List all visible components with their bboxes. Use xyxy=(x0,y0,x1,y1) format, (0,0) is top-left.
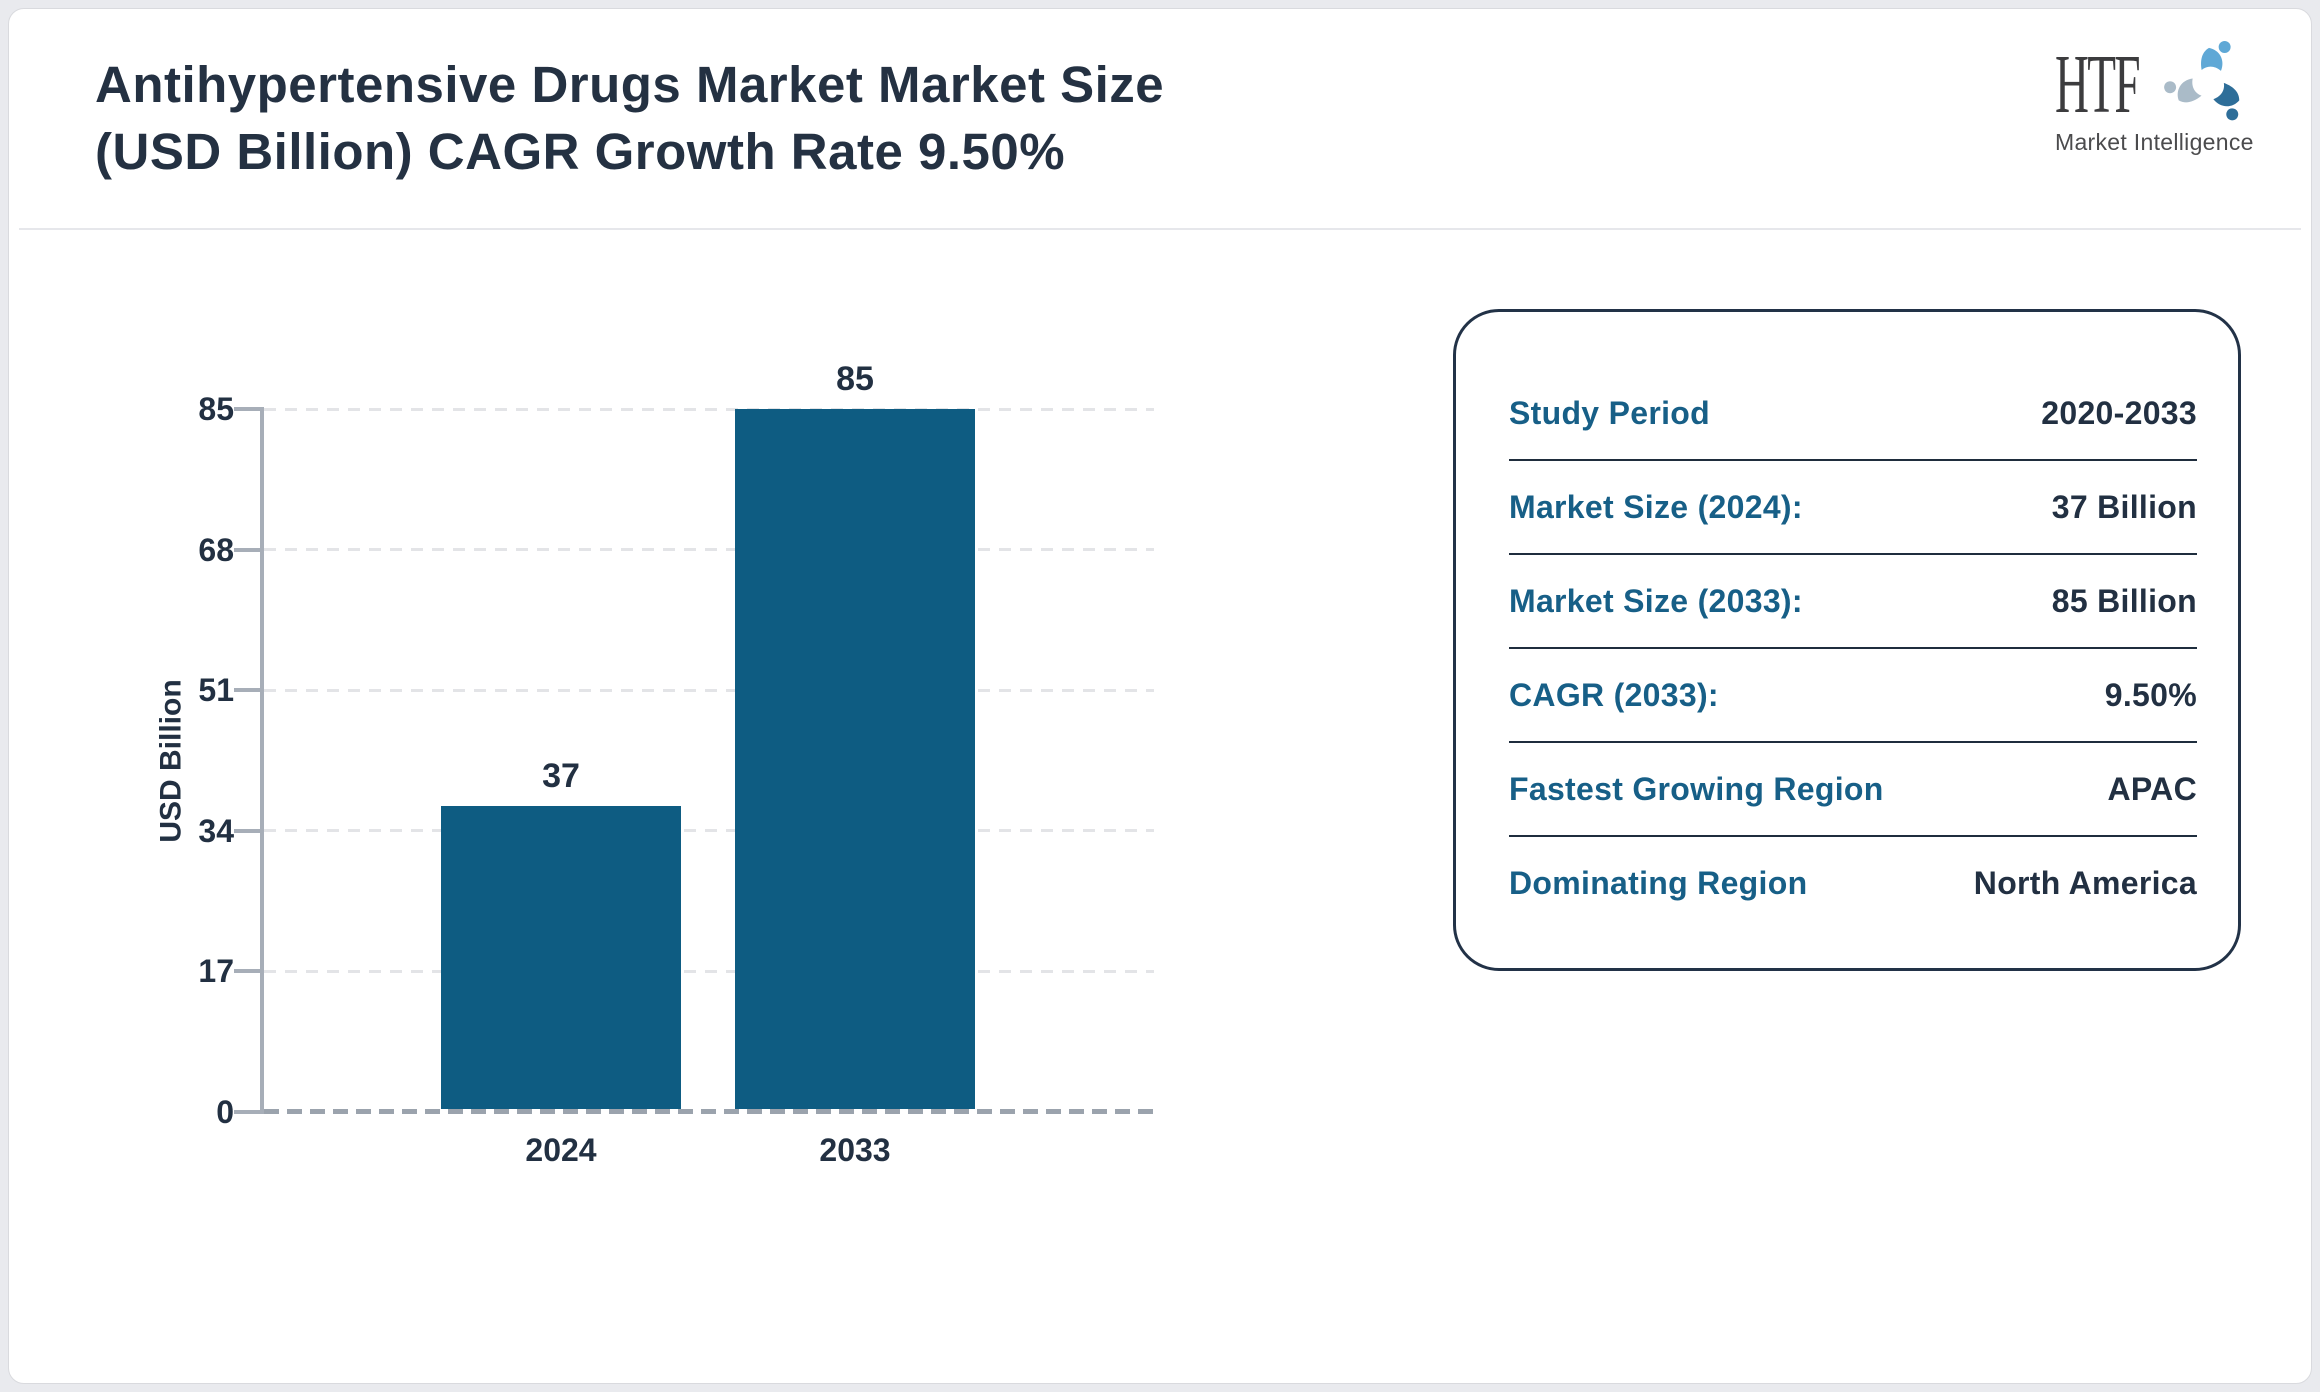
x-tick-label: 2024 xyxy=(525,1132,597,1168)
y-tick-mark xyxy=(234,1110,261,1114)
x-axis-baseline xyxy=(264,1109,1154,1114)
bar-2024 xyxy=(441,806,681,1112)
logo-swirl-icon xyxy=(2163,40,2239,121)
summary-row: Dominating Region North America xyxy=(1509,837,2197,929)
summary-row: Market Size (2033): 85 Billion xyxy=(1509,555,2197,649)
gridline xyxy=(264,969,1154,973)
page-title: Antihypertensive Drugs Market Market Siz… xyxy=(95,51,1164,185)
summary-row: Fastest Growing Region APAC xyxy=(1509,743,2197,837)
bar-value-label: 37 xyxy=(542,757,580,795)
x-tick-label: 2033 xyxy=(819,1132,891,1168)
logo-subtext: Market Intelligence xyxy=(2055,129,2254,155)
y-tick-mark xyxy=(234,407,261,411)
summary-row-value: 2020-2033 xyxy=(2041,394,2197,431)
gridline xyxy=(264,548,1154,552)
y-tick-mark xyxy=(234,547,261,552)
summary-row: Market Size (2024): 37 Billion xyxy=(1509,461,2197,555)
summary-rows: Study Period 2020-2033 Market Size (2024… xyxy=(1509,367,2197,929)
y-tick-label: 68 xyxy=(198,531,234,568)
gridline xyxy=(264,829,1154,833)
brand-logo: HTF Market Intelligence xyxy=(2055,38,2285,156)
gridline xyxy=(264,688,1154,692)
summary-row-label: CAGR (2033): xyxy=(1509,676,1719,713)
summary-row-value: North America xyxy=(1973,864,2197,901)
y-tick-label: 34 xyxy=(198,812,234,849)
summary-row-label: Fastest Growing Region xyxy=(1509,770,1884,807)
y-tick-mark xyxy=(234,969,261,974)
summary-card: Study Period 2020-2033 Market Size (2024… xyxy=(1453,309,2241,971)
bar-value-label: 85 xyxy=(836,360,874,398)
bar-2033 xyxy=(735,409,975,1112)
y-tick-label: 0 xyxy=(216,1094,234,1130)
main-card: Antihypertensive Drugs Market Market Siz… xyxy=(8,8,2312,1384)
y-tick-mark xyxy=(234,828,261,833)
summary-row-value: 85 Billion xyxy=(2051,582,2197,619)
y-tick-mark xyxy=(234,688,261,693)
y-axis-line xyxy=(260,407,264,1114)
summary-row-value: 9.50% xyxy=(2104,676,2197,713)
page-title-line-2: (USD Billion) CAGR Growth Rate 9.50% xyxy=(95,123,1066,180)
y-tick-label: 51 xyxy=(198,672,234,709)
summary-row-value: 37 Billion xyxy=(2051,488,2197,525)
summary-row: Study Period 2020-2033 xyxy=(1509,367,2197,461)
summary-row-label: Study Period xyxy=(1509,394,1710,431)
summary-row: CAGR (2033): 9.50% xyxy=(1509,649,2197,743)
logo-text: HTF xyxy=(2055,38,2141,131)
y-tick-label: 17 xyxy=(198,953,234,990)
summary-row-value: APAC xyxy=(2107,770,2197,807)
summary-row-label: Market Size (2024): xyxy=(1509,488,1803,525)
header-divider xyxy=(19,228,2301,230)
page-title-line-1: Antihypertensive Drugs Market Market Siz… xyxy=(95,56,1165,113)
summary-row-label: Market Size (2033): xyxy=(1509,582,1803,619)
y-axis-title: USD Billion xyxy=(147,409,197,1112)
summary-row-label: Dominating Region xyxy=(1509,864,1808,901)
bar-chart-plot-area: USD Billion 0 17 34 51 68 85 37 2024 85 2033 xyxy=(155,360,1154,1168)
gridline xyxy=(264,407,1154,411)
y-tick-label: 85 xyxy=(198,391,234,427)
